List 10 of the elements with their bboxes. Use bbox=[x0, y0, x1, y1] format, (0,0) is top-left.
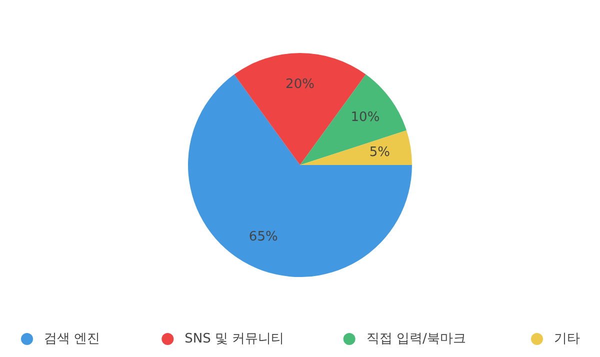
pie-slice bbox=[300, 130, 412, 165]
legend-label: SNS 및 커뮤니티 bbox=[184, 332, 284, 346]
legend-label: 검색 엔진 bbox=[44, 332, 100, 346]
legend-label: 직접 입력/북마크 bbox=[366, 332, 466, 346]
legend-label: 기타 bbox=[554, 332, 580, 346]
pie-slice bbox=[188, 74, 412, 277]
data-label: 5% bbox=[369, 144, 390, 160]
data-label: 20% bbox=[286, 76, 314, 92]
data-label: 10% bbox=[350, 110, 380, 126]
data-label: 65% bbox=[248, 229, 278, 244]
